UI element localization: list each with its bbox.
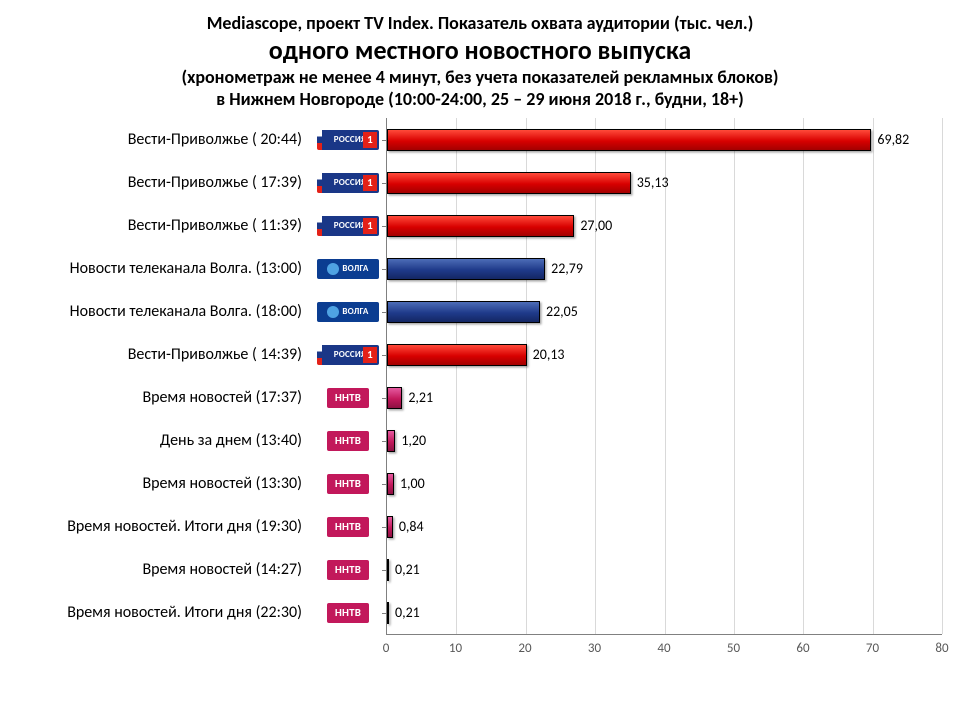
channel-logo-cell: ННТВ — [310, 505, 386, 548]
channel-logo-cell: ВОЛГА — [310, 290, 386, 333]
x-tick-label: 60 — [796, 641, 809, 656]
bar-row: 0,21 — [387, 591, 942, 634]
x-tick-label: 50 — [727, 641, 740, 656]
plot-area: 69,82 35,13 27,00 22,79 22,05 20,13 2,21 1,20 1,… — [386, 118, 942, 634]
chart-container: Mediascope, проект TV Index. Показатель … — [0, 0, 960, 720]
category-label: Время новостей (17:37) — [18, 376, 310, 419]
chart-area: Вести-Приволжье ( 20:44)Вести-Приволжье … — [18, 118, 942, 662]
bar — [387, 559, 389, 581]
bar — [387, 430, 395, 452]
bar — [387, 473, 394, 495]
channel-logo-cell: ННТВ — [310, 591, 386, 634]
y-labels-column: Вести-Приволжье ( 20:44)Вести-Приволжье … — [18, 118, 310, 662]
bar-value-label: 27,00 — [580, 217, 612, 234]
title-line-1: Mediascope, проект TV Index. Показатель … — [18, 12, 942, 34]
bar — [387, 516, 393, 538]
channel-logo-cell: РОССИЯ — [310, 118, 386, 161]
x-tick-label: 80 — [935, 641, 948, 656]
channel-logo-cell: РОССИЯ — [310, 204, 386, 247]
x-tick-label: 20 — [518, 641, 531, 656]
channel-logo-nntv: ННТВ — [327, 431, 369, 451]
channel-logo-rossiya1: РОССИЯ — [317, 173, 379, 193]
category-label: Новости телеканала Волга. (13:00) — [18, 247, 310, 290]
category-label: Вести-Приволжье ( 14:39) — [18, 333, 310, 376]
channel-logo-volga: ВОЛГА — [317, 302, 379, 322]
channel-logo-rossiya1: РОССИЯ — [317, 216, 379, 236]
plot-column: 69,82 35,13 27,00 22,79 22,05 20,13 2,21 1,20 1,… — [386, 118, 942, 662]
channel-logo-cell: ННТВ — [310, 376, 386, 419]
bar — [387, 602, 389, 624]
bar-row: 2,21 — [387, 376, 942, 419]
channel-logo-nntv: ННТВ — [327, 603, 369, 623]
bar-value-label: 1,20 — [401, 432, 426, 449]
bar-value-label: 2,21 — [408, 389, 433, 406]
bar-row: 20,13 — [387, 333, 942, 376]
category-label: Время новостей. Итоги дня (22:30) — [18, 591, 310, 634]
bar-row: 35,13 — [387, 161, 942, 204]
bar-row: 0,84 — [387, 505, 942, 548]
channel-logo-cell: ННТВ — [310, 462, 386, 505]
bar-row: 1,00 — [387, 462, 942, 505]
bar-row: 27,00 — [387, 204, 942, 247]
title-line-3: (хронометраж не менее 4 минут, без учета… — [18, 66, 942, 88]
category-label: День за днем (13:40) — [18, 419, 310, 462]
x-tick-label: 10 — [449, 641, 462, 656]
category-label: Вести-Приволжье ( 20:44) — [18, 118, 310, 161]
bar-row: 22,05 — [387, 290, 942, 333]
bar-value-label: 0,21 — [395, 604, 420, 621]
title-block: Mediascope, проект TV Index. Показатель … — [18, 12, 942, 110]
channel-logo-nntv: ННТВ — [327, 560, 369, 580]
channel-logo-nntv: ННТВ — [327, 474, 369, 494]
x-tick-label: 30 — [588, 641, 601, 656]
bar — [387, 344, 527, 366]
bar-row: 0,21 — [387, 548, 942, 591]
bar-row: 69,82 — [387, 118, 942, 161]
bar-row: 22,79 — [387, 247, 942, 290]
channel-logo-cell: ННТВ — [310, 548, 386, 591]
title-line-2: одного местного новостного выпуска — [18, 34, 942, 66]
category-label: Вести-Приволжье ( 17:39) — [18, 161, 310, 204]
channel-logo-cell: ВОЛГА — [310, 247, 386, 290]
category-label: Вести-Приволжье ( 11:39) — [18, 204, 310, 247]
bar-value-label: 20,13 — [533, 346, 565, 363]
channel-logo-volga: ВОЛГА — [317, 259, 379, 279]
x-tick-label: 70 — [866, 641, 879, 656]
channel-logo-cell: РОССИЯ — [310, 161, 386, 204]
bar-value-label: 0,21 — [395, 561, 420, 578]
title-line-4: в Нижнем Новгороде (10:00-24:00, 25 – 29… — [18, 88, 942, 110]
bar-value-label: 1,00 — [400, 475, 425, 492]
bar — [387, 129, 871, 151]
channel-logos-column: РОССИЯ РОССИЯ РОССИЯ ВОЛГА ВОЛГА РОССИЯ ННТВ НН… — [310, 118, 386, 662]
bar-value-label: 22,05 — [546, 303, 578, 320]
channel-logo-rossiya1: РОССИЯ — [317, 130, 379, 150]
bar — [387, 387, 402, 409]
channel-logo-cell: РОССИЯ — [310, 333, 386, 376]
category-label: Время новостей (13:30) — [18, 462, 310, 505]
bar-value-label: 35,13 — [637, 174, 669, 191]
bar — [387, 258, 545, 280]
channel-logo-nntv: ННТВ — [327, 388, 369, 408]
bar-row: 1,20 — [387, 419, 942, 462]
bar — [387, 215, 574, 237]
channel-logo-rossiya1: РОССИЯ — [317, 345, 379, 365]
bar — [387, 301, 540, 323]
bar-value-label: 22,79 — [551, 260, 583, 277]
x-tick-label: 0 — [383, 641, 390, 656]
channel-logo-nntv: ННТВ — [327, 517, 369, 537]
x-tick-label: 40 — [657, 641, 670, 656]
bar — [387, 172, 631, 194]
gridline — [942, 118, 943, 634]
channel-logo-cell: ННТВ — [310, 419, 386, 462]
bar-value-label: 69,82 — [877, 131, 909, 148]
bar-value-label: 0,84 — [399, 518, 424, 535]
category-label: Время новостей. Итоги дня (19:30) — [18, 505, 310, 548]
category-label: Время новостей (14:27) — [18, 548, 310, 591]
x-axis: 01020304050607080 — [386, 634, 942, 662]
category-label: Новости телеканала Волга. (18:00) — [18, 290, 310, 333]
